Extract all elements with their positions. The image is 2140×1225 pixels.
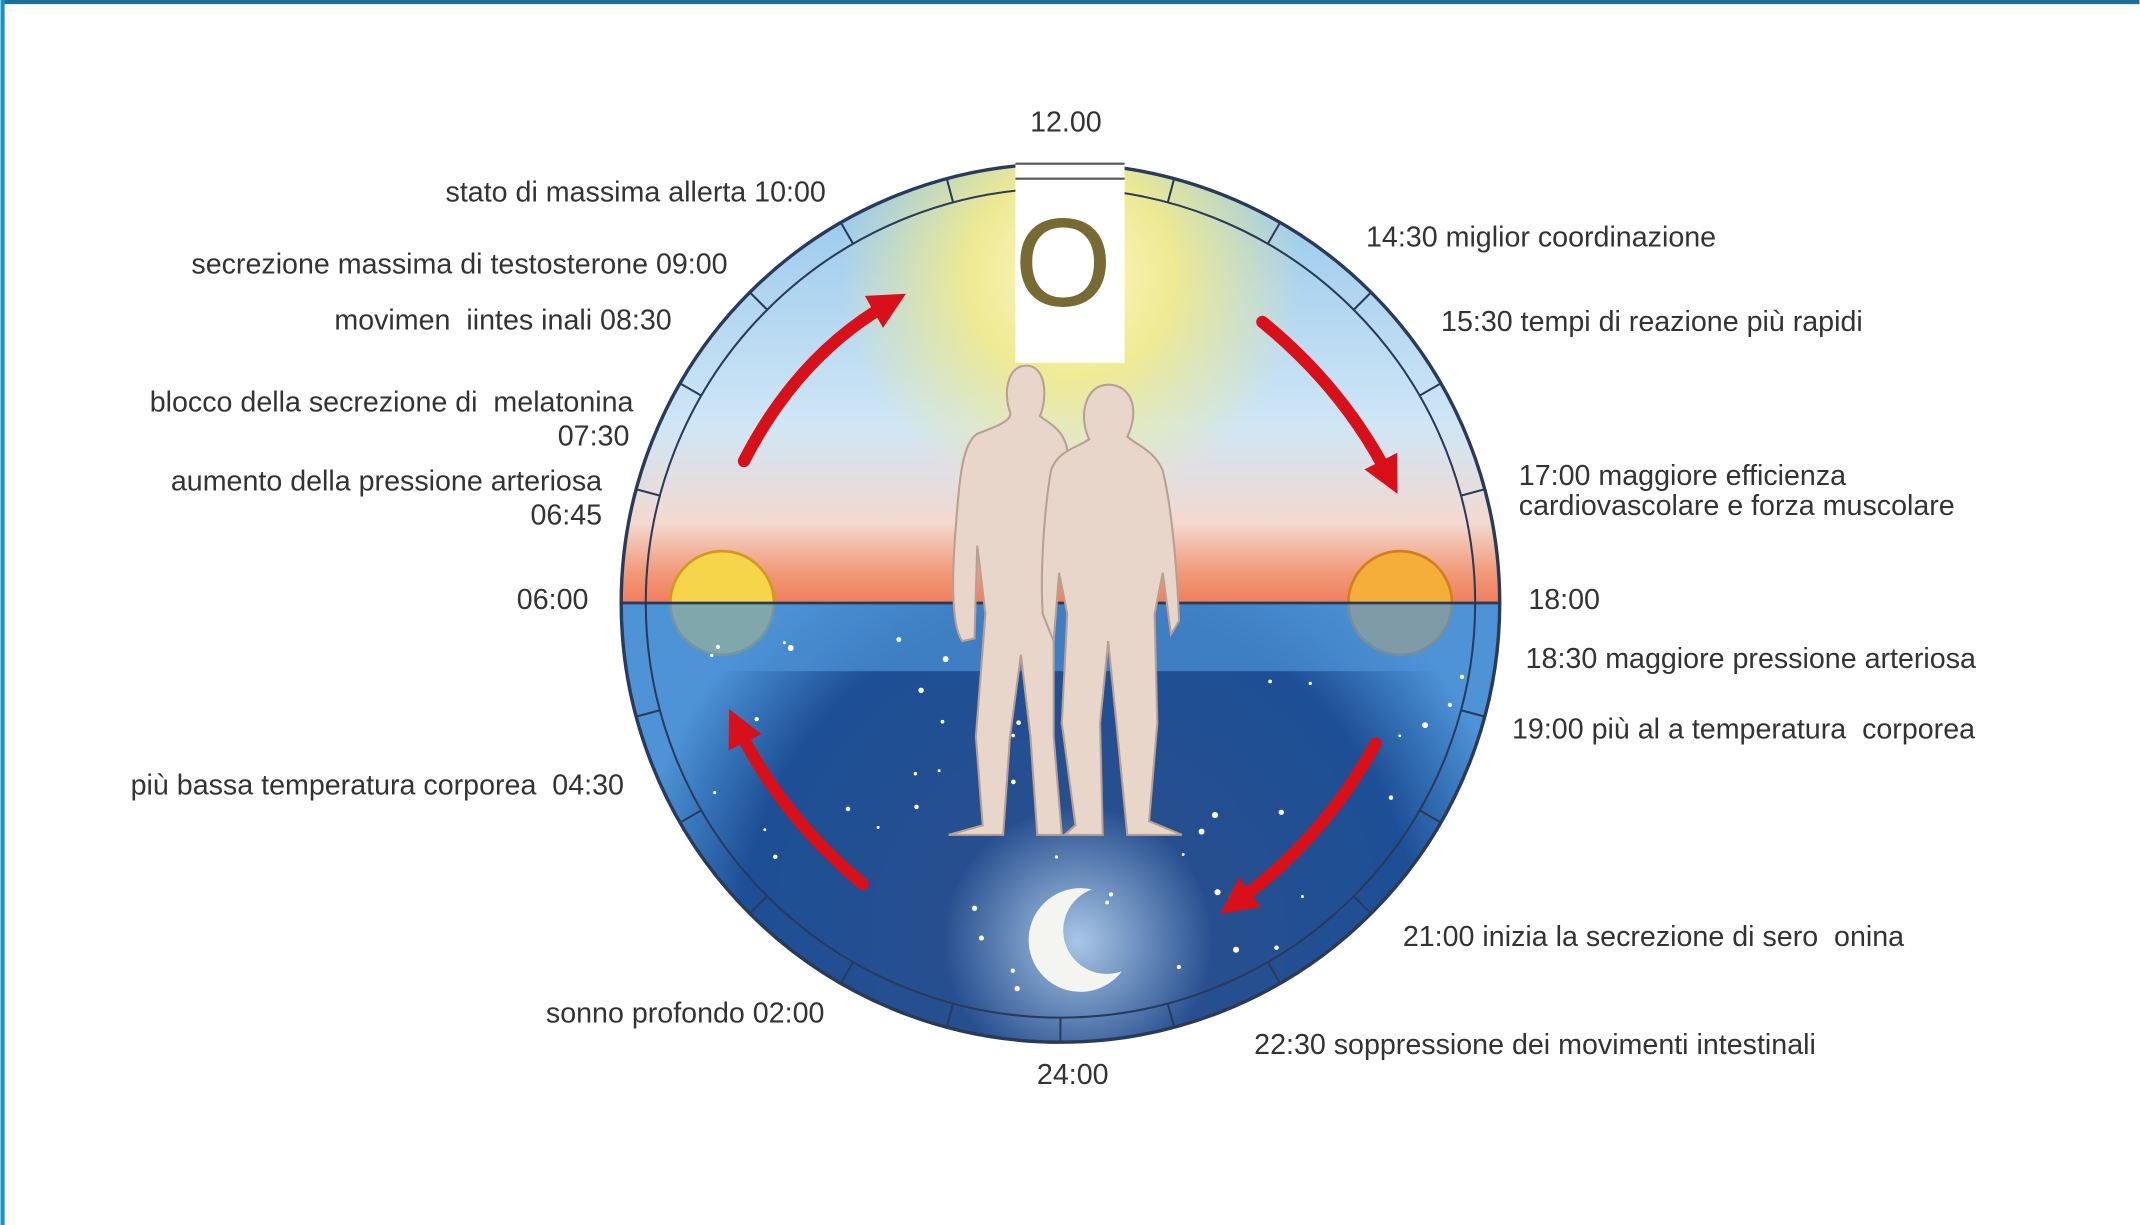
star	[763, 828, 766, 831]
star	[1301, 895, 1304, 898]
event-label: sonno profondo 02:00	[546, 997, 825, 1029]
hour-label: 06:00	[517, 584, 589, 616]
event-label: 19:00 più al a temperatura corporea	[1512, 714, 1975, 746]
hour-label: 12.00	[1030, 107, 1102, 139]
event-label: blocco della secrezione di melatonina	[150, 386, 634, 418]
star	[755, 717, 759, 721]
star	[1309, 682, 1312, 685]
star	[877, 826, 880, 829]
star	[1389, 795, 1393, 799]
event-label: 07:30	[558, 420, 630, 452]
star	[1177, 965, 1181, 969]
star	[716, 645, 720, 649]
event-label: movimen iintes inali 08:30	[334, 305, 671, 337]
star	[1011, 780, 1016, 785]
star	[1215, 889, 1221, 895]
event-label: aumento della pressione arteriosa	[171, 465, 602, 497]
page: O 12.00 18:00 24:00 06:00 stato di massi…	[0, 0, 2140, 1225]
event-label: più bassa temperatura corporea 04:30	[131, 770, 624, 802]
event-label: 18:30 maggiore pressione arteriosa	[1526, 643, 1976, 675]
event-label: cardiovascolare e forza muscolare	[1519, 490, 1955, 522]
star	[938, 769, 941, 772]
star	[943, 656, 949, 662]
star	[979, 936, 984, 941]
star	[1460, 675, 1464, 679]
star	[972, 906, 977, 911]
star	[773, 855, 777, 859]
event-label: 15:30 tempi di reazione più rapidi	[1441, 306, 1863, 338]
star	[1016, 720, 1021, 725]
star	[1279, 810, 1284, 815]
star	[1233, 947, 1239, 953]
event-label: 06:45	[530, 500, 602, 532]
star	[1274, 945, 1279, 950]
event-label: 14:30 miglior coordinazione	[1366, 221, 1716, 253]
star	[896, 637, 901, 642]
star	[914, 772, 917, 775]
star	[1448, 703, 1452, 707]
star	[710, 654, 713, 657]
hour-label: 18:00	[1528, 584, 1600, 616]
center-letter: O	[1014, 192, 1112, 333]
event-label: stato di massima allerta 10:00	[446, 176, 826, 208]
event-label: secrezione massima di testosterone 09:00	[191, 249, 727, 281]
star	[788, 645, 794, 651]
star	[1055, 855, 1058, 858]
star	[1422, 722, 1428, 728]
star	[914, 805, 918, 809]
star	[918, 688, 923, 693]
event-label: 21:00 inizia la secrezione di sero onina	[1403, 921, 1904, 953]
star	[1011, 734, 1015, 738]
diagram: O 12.00 18:00 24:00 06:00 stato di massi…	[0, 0, 2140, 1225]
star	[1182, 853, 1185, 856]
star	[1199, 829, 1205, 835]
star	[941, 720, 945, 724]
star	[1105, 901, 1109, 905]
star	[1109, 892, 1113, 896]
hour-label: 24:00	[1037, 1059, 1109, 1091]
event-label: 22:30 soppressione dei movimenti intesti…	[1254, 1029, 1816, 1061]
star	[713, 791, 716, 794]
star	[1011, 968, 1015, 972]
star	[846, 807, 851, 812]
event-label: 17:00 maggiore efficienza	[1519, 460, 1846, 492]
star	[1015, 986, 1020, 991]
star	[1398, 734, 1401, 737]
star	[1212, 812, 1218, 818]
star	[1268, 680, 1272, 684]
star	[783, 641, 786, 644]
